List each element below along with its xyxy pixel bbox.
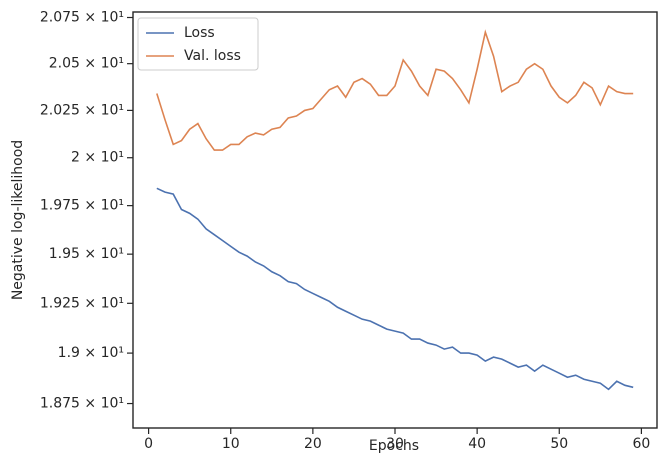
- line: [156, 29, 634, 151]
- x-tick-label: 10: [222, 436, 240, 452]
- x-tick-label: 50: [550, 436, 568, 452]
- x-tick-label: 40: [468, 436, 486, 452]
- x-axis-label: Epochs: [369, 438, 419, 454]
- x-tick-label: 0: [144, 436, 153, 452]
- legend-box: [137, 17, 259, 71]
- y-tick-label: 2.075 × 10¹: [40, 10, 124, 26]
- plot-frame: [132, 11, 658, 429]
- x-tick-label: 30: [386, 436, 404, 452]
- y-tick-label: 2 × 10¹: [71, 150, 124, 166]
- legend: Loss Val. loss: [137, 17, 259, 71]
- y-tick-label: 1.925 × 10¹: [40, 295, 124, 311]
- y-tick-label: 2.025 × 10¹: [40, 102, 124, 118]
- y-axis-label: Negative log-likelihood: [10, 140, 26, 300]
- legend-label: Loss: [184, 25, 215, 41]
- y-tick-label: 2.05 × 10¹: [49, 56, 124, 72]
- x-tick-label: 60: [632, 436, 650, 452]
- y-tick-label: 1.975 × 10¹: [40, 198, 124, 214]
- y-tick-label: 1.875 × 10¹: [40, 396, 124, 412]
- legend-label: Val. loss: [184, 48, 241, 64]
- line: [156, 187, 634, 391]
- x-tick-label: 20: [304, 436, 322, 452]
- y-tick-label: 1.95 × 10¹: [49, 246, 124, 262]
- y-tick-label: 1.9 × 10¹: [58, 345, 124, 361]
